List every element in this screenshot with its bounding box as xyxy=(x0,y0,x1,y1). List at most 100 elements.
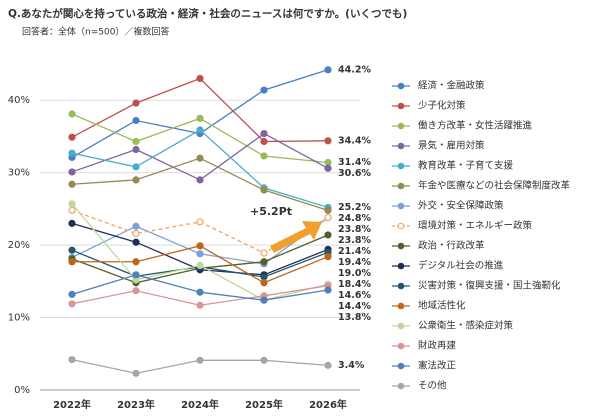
data-point xyxy=(260,356,268,364)
data-point xyxy=(196,250,204,258)
data-point xyxy=(324,231,332,239)
data-point xyxy=(260,273,268,281)
data-point xyxy=(68,133,76,141)
data-point xyxy=(260,129,268,138)
legend-marker xyxy=(397,282,405,290)
data-point xyxy=(196,74,204,83)
value-label: 13.8% xyxy=(338,312,371,323)
legend-label: 景気・雇用対策 xyxy=(418,140,485,152)
legend-marker xyxy=(397,182,405,190)
data-point xyxy=(132,258,140,266)
data-point xyxy=(132,99,140,107)
legend-marker xyxy=(397,382,405,390)
data-point xyxy=(196,218,204,226)
data-point xyxy=(132,137,140,146)
legend-marker xyxy=(397,222,405,230)
x-tick-label: 2026年 xyxy=(309,398,347,411)
y-tick-label: 30% xyxy=(8,168,30,179)
legend-label: デジタル社会の推進 xyxy=(418,260,504,272)
legend-marker xyxy=(397,82,405,90)
value-label: 44.2% xyxy=(338,64,371,75)
data-point xyxy=(68,168,76,176)
data-point xyxy=(196,114,204,122)
data-point xyxy=(196,154,204,162)
value-label: 24.8% xyxy=(338,213,371,224)
x-tick-label: 2023年 xyxy=(117,398,155,411)
data-point xyxy=(196,356,204,364)
data-point xyxy=(324,137,332,145)
data-point xyxy=(68,258,76,266)
y-tick-label: 40% xyxy=(8,95,30,106)
series-line xyxy=(71,69,329,159)
data-point xyxy=(132,238,140,246)
legend-label: 政治・行政改革 xyxy=(418,240,485,252)
data-point xyxy=(260,86,268,94)
data-point xyxy=(68,110,76,118)
data-point xyxy=(324,158,332,167)
data-point xyxy=(68,355,76,364)
legend-label: 教育改革・子育て支援 xyxy=(418,160,514,172)
value-label: 25.2% xyxy=(338,202,371,213)
legend-marker xyxy=(397,122,405,130)
legend-label: 働き方改革・女性活躍推進 xyxy=(418,120,533,132)
data-point xyxy=(260,137,268,146)
legend-label: 少子化対策 xyxy=(418,100,466,112)
data-point xyxy=(132,176,140,184)
y-tick-label: 20% xyxy=(8,240,30,251)
data-point xyxy=(68,219,76,227)
data-point xyxy=(132,271,140,279)
value-label: 31.4% xyxy=(338,157,371,168)
data-point xyxy=(324,253,332,261)
legend-marker xyxy=(397,322,405,330)
chart-title: Q.あなたが関心を持っている政治・経済・社会のニュースは何ですか。(いくつでも) xyxy=(8,7,407,20)
value-label: 23.8% xyxy=(338,235,371,246)
data-point xyxy=(68,290,76,298)
legend-marker xyxy=(397,142,405,150)
data-point xyxy=(324,361,332,369)
value-label: 14.6% xyxy=(338,290,371,301)
data-point xyxy=(132,222,140,230)
data-point xyxy=(196,301,204,309)
legend-label: 外交・安全保障政策 xyxy=(418,200,504,212)
chart-subtitle: 回答者：全体（n=500）／複数回答 xyxy=(22,26,169,38)
legend-marker xyxy=(397,162,405,170)
data-point xyxy=(132,369,140,377)
value-label: 18.4% xyxy=(338,279,371,290)
y-tick-label: 0% xyxy=(14,385,30,396)
value-label: 30.6% xyxy=(338,168,371,179)
data-point xyxy=(68,206,76,214)
legend-marker xyxy=(397,202,405,210)
data-point xyxy=(260,249,268,257)
legend-marker xyxy=(397,242,405,250)
annotation: +5.2Pt xyxy=(250,205,292,218)
data-point xyxy=(132,163,140,171)
data-point xyxy=(68,300,76,308)
data-point xyxy=(196,288,204,296)
data-point xyxy=(260,186,268,194)
data-point xyxy=(196,242,204,250)
legend-marker xyxy=(397,342,405,350)
x-tick-label: 2025年 xyxy=(245,398,283,411)
legend-label: 環境対策・エネルギー政策 xyxy=(418,220,533,232)
data-point xyxy=(68,149,76,157)
data-point xyxy=(196,126,204,134)
value-label: 23.8% xyxy=(338,224,371,235)
data-point xyxy=(132,145,140,154)
data-point xyxy=(324,213,332,222)
legend-marker xyxy=(397,262,405,270)
data-point xyxy=(260,296,268,304)
value-label: 19.0% xyxy=(338,268,371,279)
legend-marker xyxy=(397,362,405,370)
data-point xyxy=(324,206,332,214)
legend-label: 財政再建 xyxy=(418,340,457,352)
data-point xyxy=(324,66,332,74)
data-point xyxy=(68,180,76,188)
x-tick-label: 2022年 xyxy=(53,398,91,411)
value-label: 14.4% xyxy=(338,301,371,312)
legend-label: 憲法改正 xyxy=(418,360,457,372)
value-label: 19.4% xyxy=(338,257,371,268)
annotation-arrow xyxy=(270,221,322,253)
data-point xyxy=(68,246,76,254)
legend-label: 地域活性化 xyxy=(418,300,466,312)
